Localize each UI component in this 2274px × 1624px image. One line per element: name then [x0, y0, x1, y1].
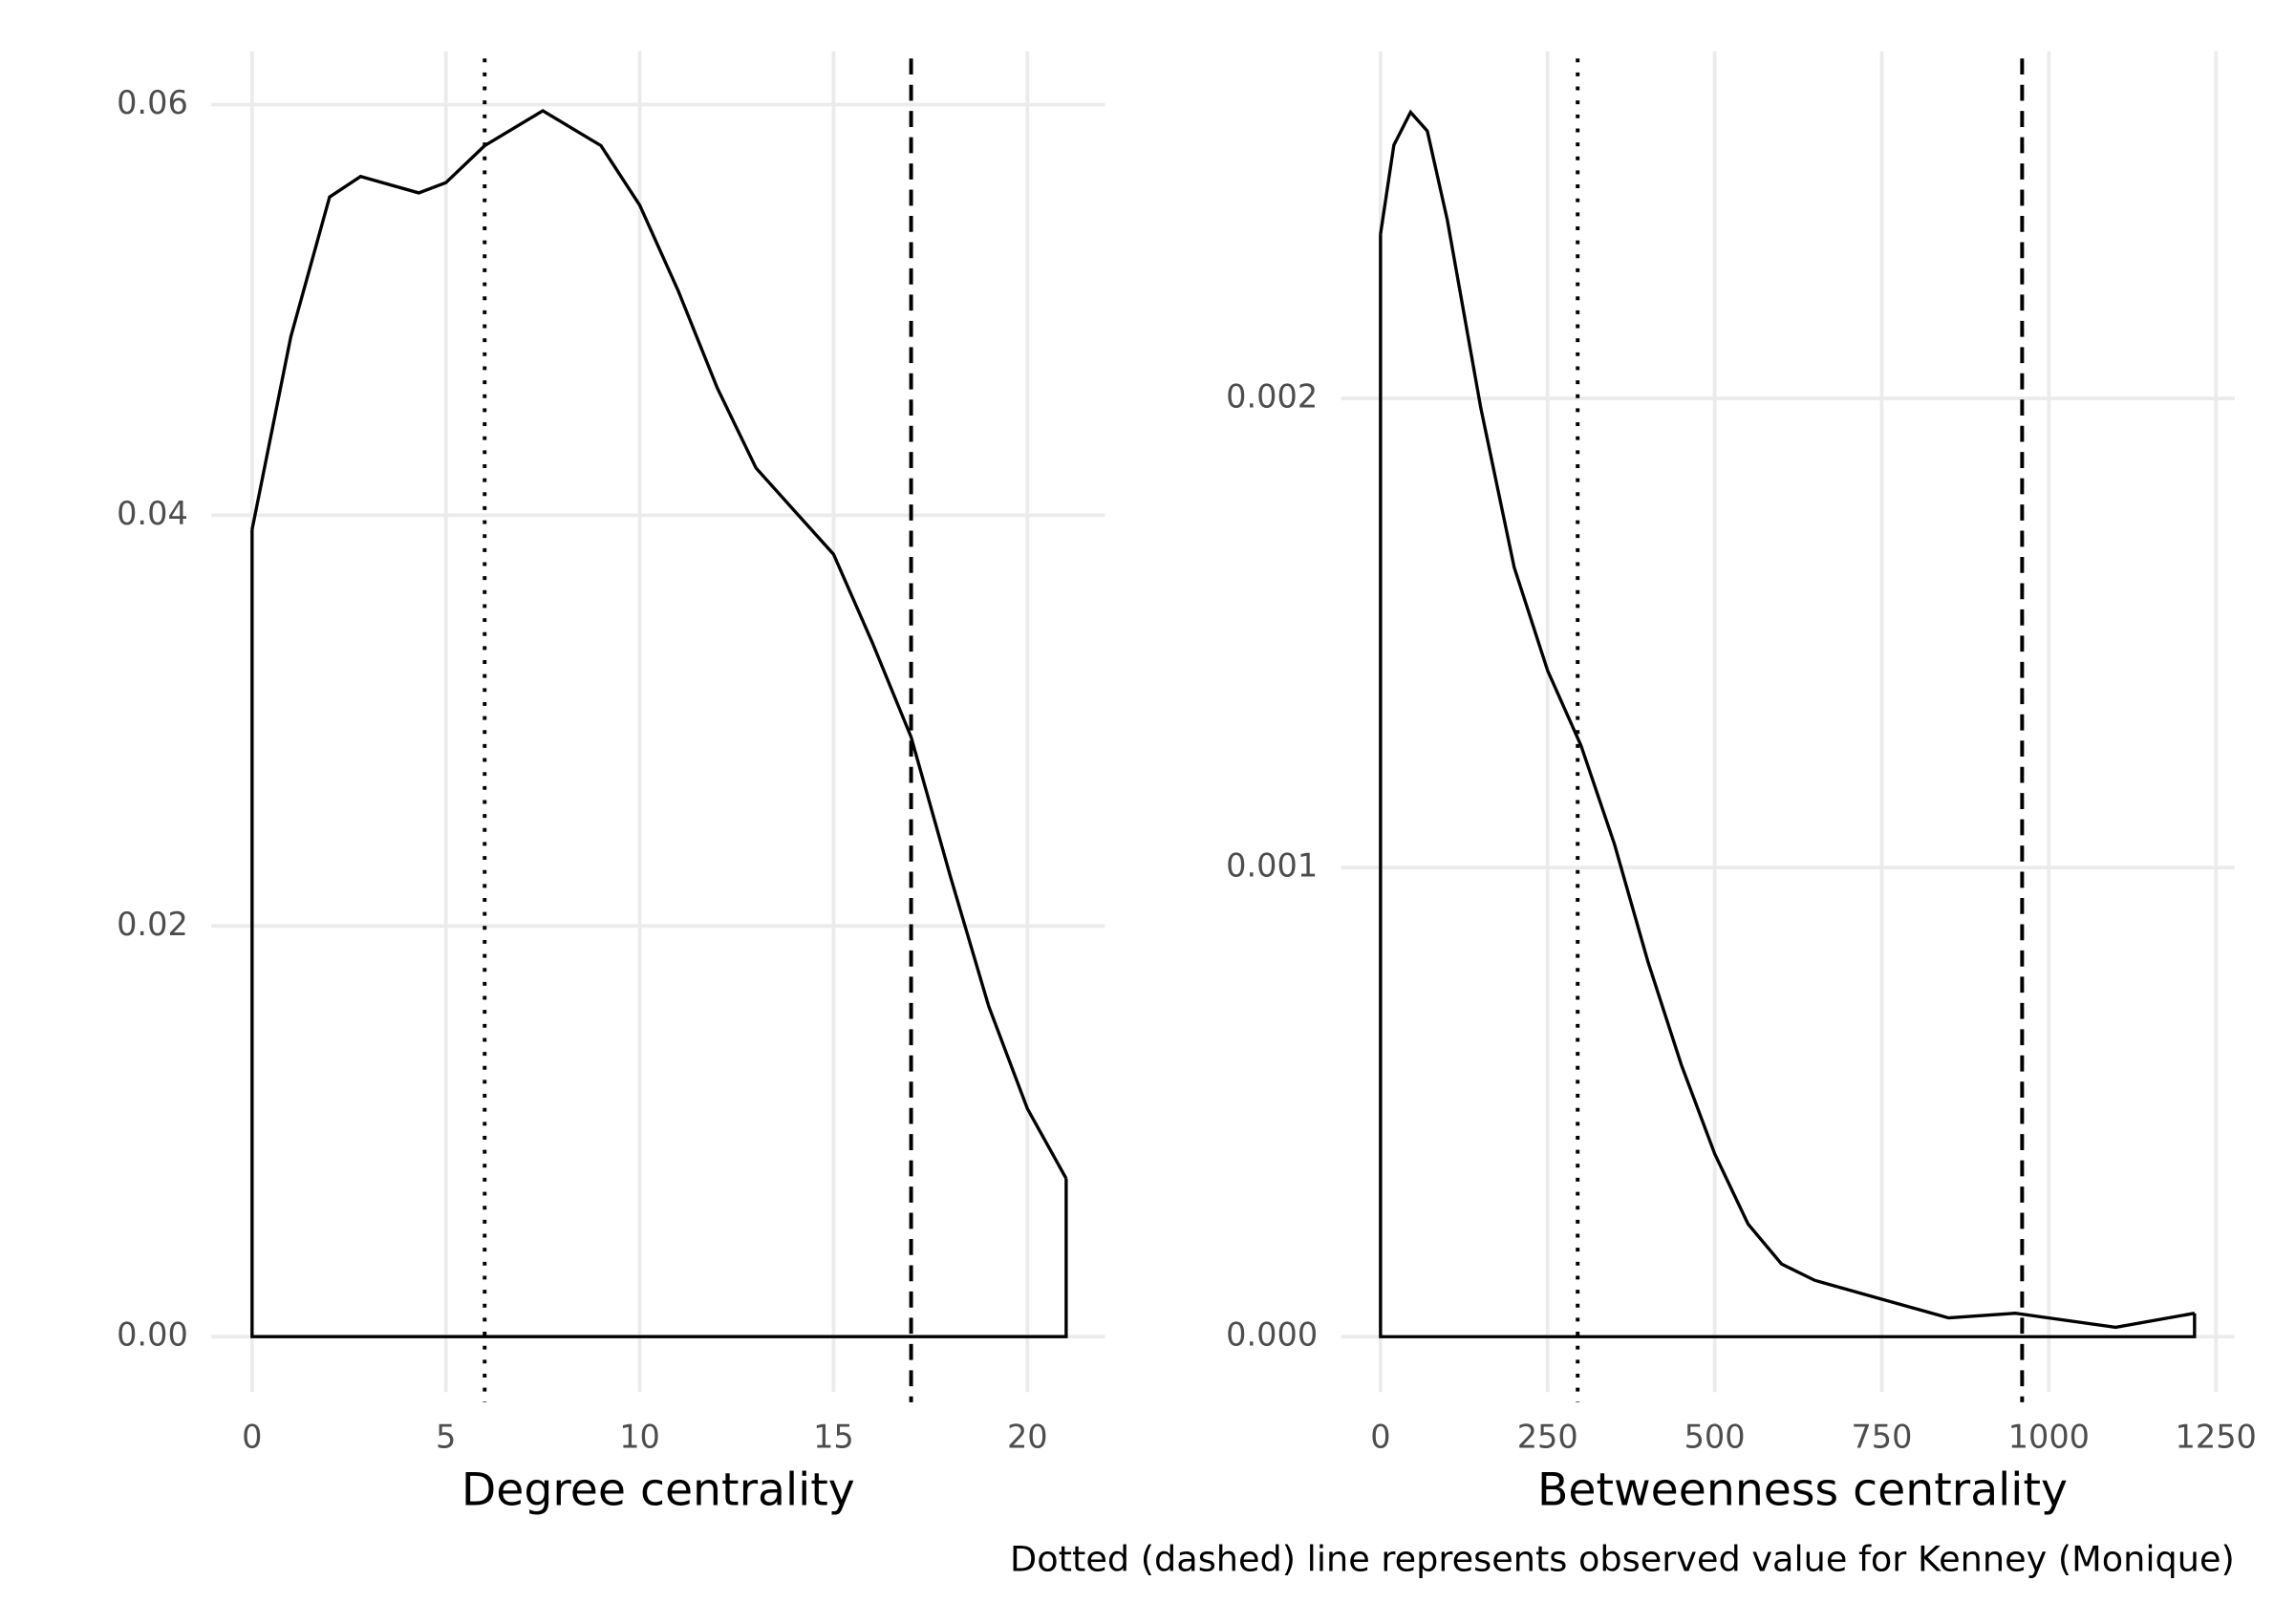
x-axis-title: Degree centrality — [461, 1464, 855, 1516]
caption: Dotted (dashed) line represents observed… — [1010, 1539, 2235, 1580]
x-tick-label: 500 — [1684, 1419, 1746, 1456]
x-tick-label: 20 — [1007, 1419, 1048, 1456]
density-curve — [250, 108, 1068, 1180]
density-outline — [1379, 234, 2197, 1338]
y-tick-label: 0.002 — [1226, 378, 1318, 416]
y-tick-label: 0.06 — [117, 84, 188, 121]
density-curve — [1379, 109, 2196, 1330]
y-tick-label: 0.000 — [1226, 1316, 1318, 1354]
x-axis-title: Betweenness centrality — [1537, 1464, 2068, 1516]
y-tick-label: 0.00 — [117, 1316, 188, 1354]
x-tick-label: 1250 — [2176, 1419, 2257, 1456]
x-tick-label: 10 — [619, 1419, 660, 1456]
density-outline — [250, 529, 1068, 1338]
x-tick-label: 1000 — [2008, 1419, 2090, 1456]
y-tick-label: 0.001 — [1226, 847, 1318, 885]
y-tick-label: 0.04 — [117, 495, 188, 532]
x-tick-label: 15 — [813, 1419, 854, 1456]
y-tick-label: 0.02 — [117, 906, 188, 943]
x-tick-label: 750 — [1851, 1419, 1912, 1456]
x-tick-label: 0 — [242, 1419, 262, 1456]
x-tick-label: 0 — [1370, 1419, 1390, 1456]
x-tick-label: 5 — [436, 1419, 456, 1456]
x-tick-label: 250 — [1517, 1419, 1578, 1456]
